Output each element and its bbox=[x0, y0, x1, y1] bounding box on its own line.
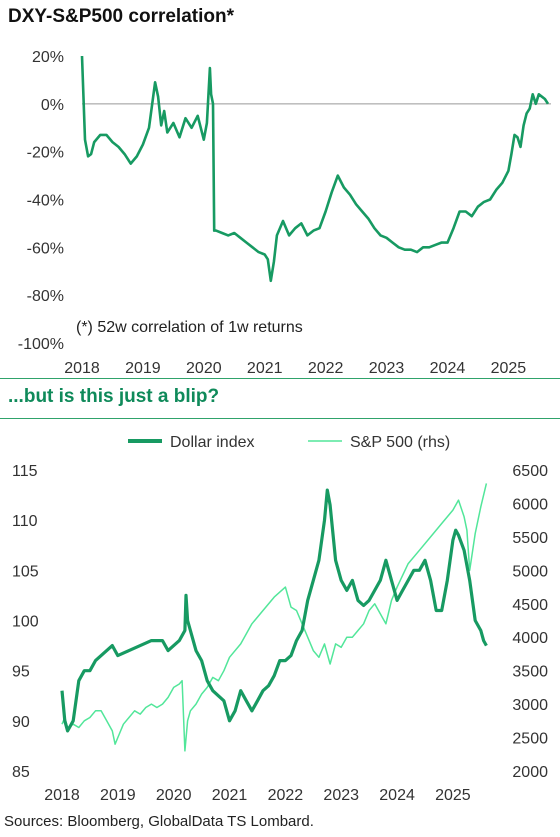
bottom-x-tick-label: 2024 bbox=[379, 787, 415, 804]
bottom-right-y-tick-label: 6500 bbox=[512, 463, 548, 480]
top-chart-note: (*) 52w correlation of 1w returns bbox=[76, 319, 303, 336]
bottom-right-y-tick-label: 2000 bbox=[512, 764, 548, 781]
source-note: Sources: Bloomberg, GlobalData TS Lombar… bbox=[4, 813, 314, 830]
bottom-right-y-tick-label: 3500 bbox=[512, 664, 548, 681]
bottom-right-y-tick-label: 5000 bbox=[512, 563, 548, 580]
top-y-tick-label: 0% bbox=[41, 97, 64, 114]
top-x-tick-label: 2025 bbox=[491, 360, 527, 377]
bottom-right-y-tick-label: 5500 bbox=[512, 530, 548, 547]
legend-sp-label: S&P 500 (rhs) bbox=[350, 434, 450, 451]
top-x-tick-label: 2022 bbox=[308, 360, 344, 377]
bottom-x-tick-label: 2020 bbox=[156, 787, 192, 804]
bottom-right-y-tick-label: 4000 bbox=[512, 630, 548, 647]
top-y-tick-label: -20% bbox=[27, 145, 64, 162]
bottom-right-y-tick-label: 4500 bbox=[512, 597, 548, 614]
bottom-left-y-tick-label: 90 bbox=[12, 714, 30, 731]
bottom-right-y-tick-label: 3000 bbox=[512, 697, 548, 714]
bottom-x-tick-label: 2018 bbox=[44, 787, 80, 804]
bottom-left-y-tick-label: 95 bbox=[12, 664, 30, 681]
top-y-tick-label: -100% bbox=[18, 336, 64, 353]
correlation-series-line bbox=[80, 55, 550, 283]
top-y-tick-label: -40% bbox=[27, 193, 64, 210]
bottom-x-tick-label: 2023 bbox=[323, 787, 359, 804]
top-y-tick-label: -80% bbox=[27, 288, 64, 305]
bottom-left-y-tick-label: 85 bbox=[12, 764, 30, 781]
top-x-tick-label: 2019 bbox=[125, 360, 161, 377]
bottom-x-tick-label: 2019 bbox=[100, 787, 136, 804]
top-x-tick-label: 2024 bbox=[430, 360, 466, 377]
bottom-right-y-tick-label: 6000 bbox=[512, 496, 548, 513]
bottom-x-tick-label: 2025 bbox=[435, 787, 471, 804]
bottom-left-y-tick-label: 115 bbox=[12, 463, 38, 480]
bottom-left-y-tick-label: 105 bbox=[12, 563, 39, 580]
top-chart-title: DXY-S&P500 correlation* bbox=[8, 6, 234, 27]
bottom-chart-title: ...but is this just a blip? bbox=[8, 386, 220, 407]
dollar-index-series-line bbox=[60, 488, 488, 733]
bottom-left-y-tick-label: 110 bbox=[12, 513, 38, 530]
top-x-tick-label: 2018 bbox=[64, 360, 100, 377]
top-x-tick-label: 2021 bbox=[247, 360, 283, 377]
bottom-x-tick-label: 2022 bbox=[268, 787, 304, 804]
top-y-tick-label: -60% bbox=[27, 240, 64, 257]
top-x-tick-label: 2023 bbox=[369, 360, 405, 377]
section-divider-1 bbox=[0, 378, 560, 379]
legend-dollar-label: Dollar index bbox=[170, 434, 254, 451]
bottom-right-y-tick-label: 2500 bbox=[512, 731, 548, 748]
bottom-dollar-sp-chart: Dollar index S&P 500 (rhs) 115 110 105 100 95 9… bbox=[12, 434, 548, 804]
bottom-left-y-tick-label: 100 bbox=[12, 614, 39, 631]
section-divider-2 bbox=[0, 418, 560, 419]
bottom-x-tick-label: 2021 bbox=[212, 787, 248, 804]
top-correlation-chart: 20% 0% -20% -40% -60% -80% -100%2018 2019 2020 20… bbox=[18, 49, 551, 377]
top-y-tick-label: 20% bbox=[32, 49, 64, 66]
sp500-series-line bbox=[61, 483, 488, 752]
top-x-tick-label: 2020 bbox=[186, 360, 222, 377]
